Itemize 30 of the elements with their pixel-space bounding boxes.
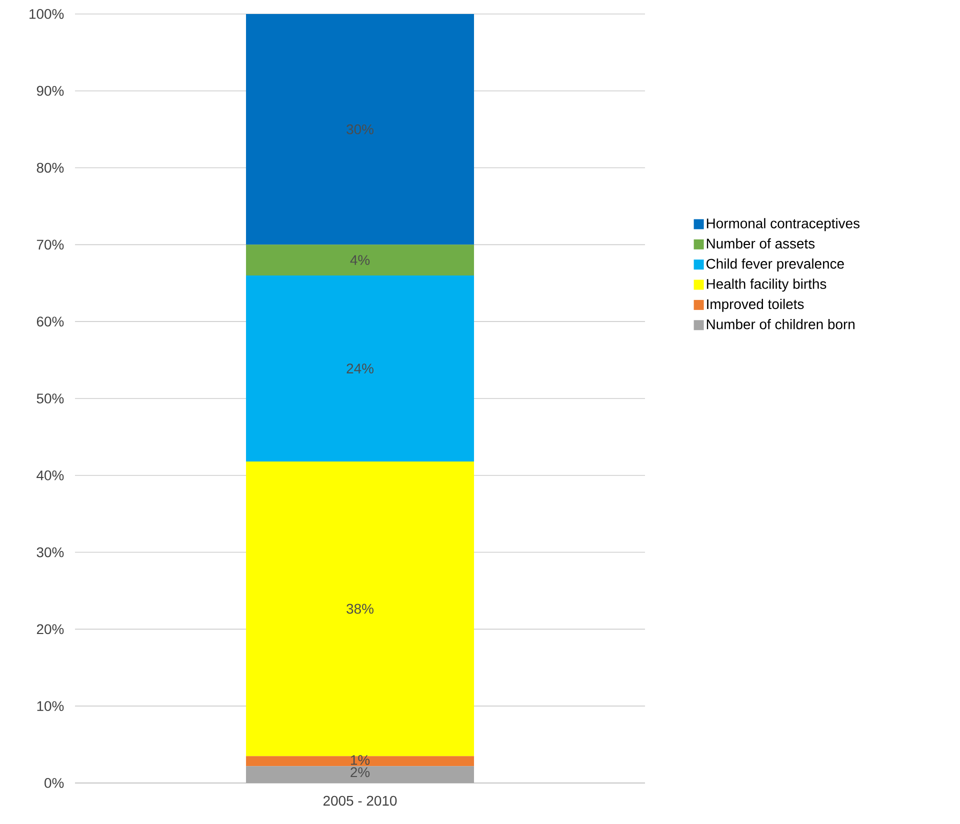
- y-tick-label: 80%: [36, 162, 64, 173]
- y-tick-label: 100%: [30, 9, 64, 19]
- bar: [246, 756, 474, 766]
- y-tick-label: 60%: [36, 316, 64, 327]
- y-tick-label: 10%: [37, 701, 64, 712]
- legend-label: Health facility births: [706, 278, 826, 292]
- y-tick-label: 50%: [36, 394, 64, 404]
- y-tick-label: 70%: [36, 240, 64, 250]
- bar: [246, 275, 474, 462]
- x-tick-label: 2005 - 2010: [323, 796, 397, 806]
- y-tick-label: 90%: [36, 86, 64, 96]
- y-tick-label: 30%: [36, 547, 64, 558]
- legend-label: Number of assets: [706, 238, 815, 249]
- y-tick-label: 40%: [36, 470, 64, 480]
- bar: [246, 766, 474, 783]
- data-label: 4%: [350, 255, 370, 265]
- data-label: 2%: [350, 767, 370, 778]
- data-label: 38%: [346, 604, 374, 614]
- data-label: 24%: [346, 364, 374, 374]
- legend-label: Child fever prevalence: [706, 258, 844, 272]
- y-tick-label: 0%: [44, 778, 64, 788]
- bar: [246, 462, 474, 756]
- data-label: 30%: [346, 124, 374, 134]
- legend-label: Improved toilets: [707, 298, 804, 312]
- bar: [246, 244, 474, 276]
- legend-label: Hormonal contraceptives: [706, 218, 860, 232]
- legend-label: Number of children born: [706, 319, 854, 330]
- data-label: 1%: [350, 755, 370, 765]
- y-tick-label: 20%: [36, 624, 64, 634]
- bar: [246, 14, 474, 245]
